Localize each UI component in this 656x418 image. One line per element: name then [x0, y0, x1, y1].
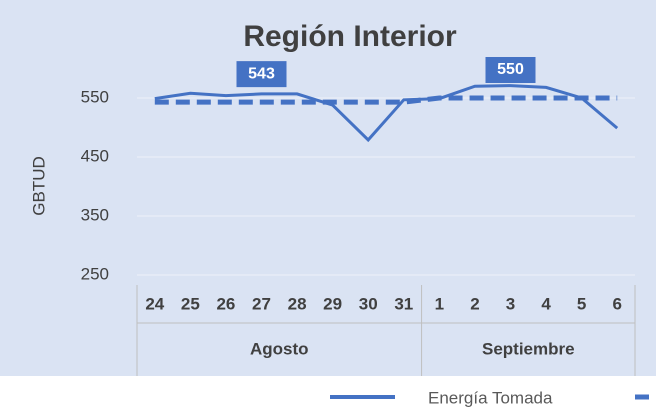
- x-tick-label: 6: [612, 294, 621, 313]
- data-label-box: [485, 57, 536, 83]
- x-tick-label: 1: [435, 294, 444, 313]
- group-label: Agosto: [250, 339, 309, 358]
- data-label: 543: [248, 65, 275, 82]
- data-label: 550: [497, 61, 524, 78]
- x-tick-label: 26: [216, 294, 235, 313]
- x-tick-label: 2: [470, 294, 479, 313]
- y-tick-label: 450: [81, 146, 109, 165]
- dashed-line: [154, 95, 618, 105]
- line: [154, 84, 619, 143]
- x-tick-label: 27: [252, 294, 271, 313]
- y-tick-label: 350: [81, 205, 109, 224]
- group-label: Septiembre: [482, 339, 575, 358]
- y-axis-label: GBTUD: [29, 156, 48, 216]
- legend-label: Energía Tomada: [428, 388, 553, 407]
- x-tick-label: 25: [181, 294, 200, 313]
- y-tick-label: 250: [81, 264, 109, 283]
- data-label-box: [236, 61, 287, 88]
- x-tick-label: 3: [506, 294, 515, 313]
- y-tick-label: 550: [81, 87, 109, 106]
- x-tick-label: 24: [145, 294, 164, 313]
- x-tick-label: 4: [541, 294, 551, 313]
- x-tick-label: 28: [288, 294, 307, 313]
- chart-background: [0, 0, 656, 376]
- x-tick-label: 30: [359, 294, 378, 313]
- x-tick-label: 5: [577, 294, 586, 313]
- x-tick-label: 29: [323, 294, 342, 313]
- x-tick-label: 31: [394, 294, 413, 313]
- chart-title: Región Interior: [243, 20, 457, 53]
